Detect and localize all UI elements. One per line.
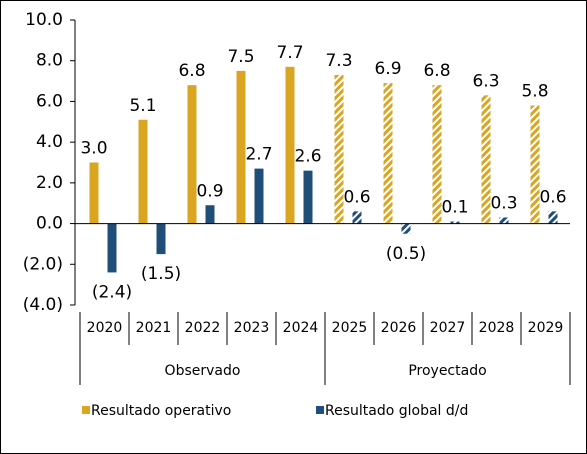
y-tick-label: 8.0	[36, 51, 63, 71]
bar	[499, 217, 509, 224]
value-label: 7.7	[276, 43, 303, 63]
bar	[334, 74, 344, 224]
legend-swatch	[316, 406, 324, 414]
x-tick-label: 2020	[87, 320, 123, 336]
value-label: 6.3	[472, 71, 499, 91]
x-tick-label: 2029	[528, 320, 564, 336]
bar	[156, 223, 166, 255]
value-label: 0.9	[196, 181, 223, 201]
legend-swatch	[82, 406, 90, 414]
bar	[352, 211, 362, 224]
bar	[383, 83, 393, 224]
x-tick-label: 2025	[332, 320, 368, 336]
value-label: 6.8	[423, 61, 450, 81]
bar	[187, 85, 197, 224]
y-tick-label: 0.0	[36, 214, 63, 234]
x-tick-label: 2023	[234, 320, 270, 336]
value-label: 0.6	[539, 187, 566, 207]
bar	[138, 119, 148, 224]
value-label: 2.6	[294, 147, 321, 167]
x-tick-label: 2021	[136, 320, 172, 336]
x-tick-label: 2024	[283, 320, 319, 336]
bar	[254, 168, 264, 224]
y-tick-label: 4.0	[36, 132, 63, 152]
legend-label: Resultado operativo	[91, 403, 231, 419]
bar	[481, 95, 491, 224]
bar	[285, 66, 295, 224]
value-label: 0.6	[343, 187, 370, 207]
bar	[303, 170, 313, 224]
value-label: (1.5)	[141, 264, 181, 284]
value-label: 6.8	[178, 61, 205, 81]
bar	[401, 223, 411, 234]
bar	[236, 70, 246, 224]
y-tick-label: (2.0)	[23, 254, 63, 274]
bar	[89, 162, 99, 224]
value-label: (0.5)	[386, 244, 426, 264]
group-label: Observado	[165, 363, 241, 379]
x-tick-label: 2026	[381, 320, 417, 336]
value-label: 0.3	[490, 193, 517, 213]
x-tick-label: 2027	[430, 320, 466, 336]
legend-label: Resultado global d/d	[325, 403, 468, 419]
bar	[107, 223, 117, 273]
x-tick-label: 2022	[185, 320, 221, 336]
value-label: 0.1	[441, 198, 468, 218]
bar	[205, 205, 215, 224]
bar	[548, 211, 558, 224]
x-tick-label: 2028	[479, 320, 515, 336]
y-tick-label: 10.0	[25, 10, 63, 30]
bar	[450, 221, 460, 224]
bar	[530, 105, 540, 224]
y-tick-label: 6.0	[36, 91, 63, 111]
value-label: (2.4)	[92, 282, 132, 302]
value-label: 6.9	[374, 59, 401, 79]
value-label: 7.3	[325, 51, 352, 71]
value-label: 5.8	[521, 82, 548, 102]
value-label: 5.1	[129, 96, 156, 116]
value-label: 7.5	[227, 47, 254, 67]
group-label: Proyectado	[408, 363, 486, 379]
y-tick-label: (4.0)	[23, 295, 63, 315]
value-label: 3.0	[80, 139, 107, 159]
bar	[432, 85, 442, 224]
y-tick-label: 2.0	[36, 173, 63, 193]
value-label: 2.7	[245, 145, 272, 165]
